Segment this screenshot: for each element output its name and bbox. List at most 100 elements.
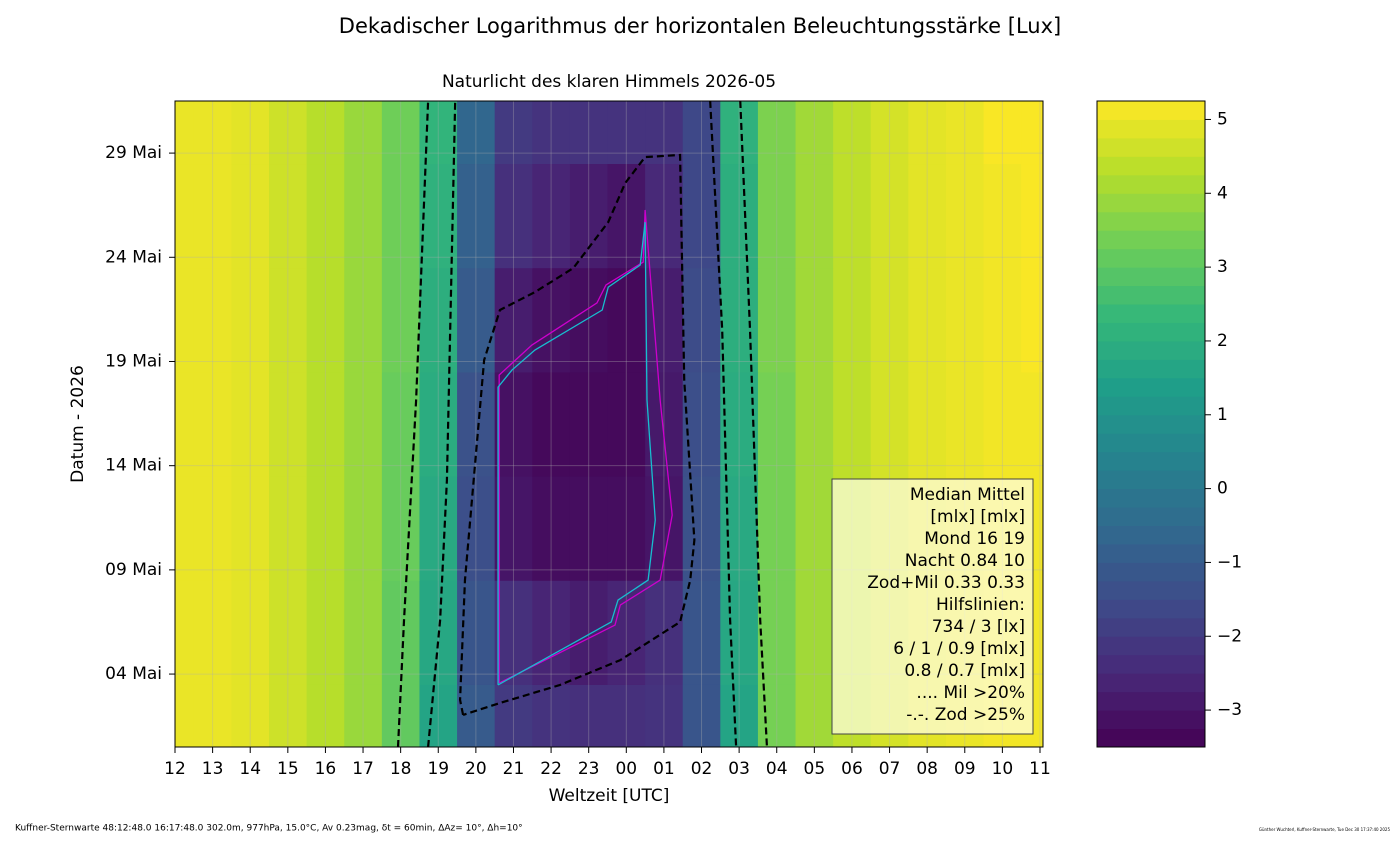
contour-cell bbox=[569, 476, 608, 581]
contour-cell bbox=[833, 101, 872, 165]
contour-line bbox=[458, 153, 696, 716]
contour-cell bbox=[532, 101, 571, 165]
contour-cell bbox=[870, 163, 909, 269]
contour-cell bbox=[532, 267, 571, 373]
colorbar-band bbox=[1097, 211, 1205, 231]
colorbar-band bbox=[1097, 340, 1205, 360]
colorbar-band bbox=[1097, 691, 1205, 711]
contour-cell bbox=[457, 163, 496, 269]
contour-cell bbox=[607, 101, 646, 165]
x-tick-label: 20 bbox=[465, 759, 487, 779]
contour-line bbox=[498, 209, 673, 684]
colorbar-tick-label: 4 bbox=[1217, 183, 1228, 203]
colorbar-band bbox=[1097, 654, 1205, 674]
contour-cell bbox=[532, 580, 571, 685]
colorbar-band bbox=[1097, 580, 1205, 600]
contour-cell bbox=[269, 267, 308, 373]
colorbar-band bbox=[1097, 599, 1205, 619]
contour-cell bbox=[306, 476, 345, 581]
colorbar-band bbox=[1097, 673, 1205, 693]
contour-line bbox=[497, 221, 656, 686]
contour-cell bbox=[607, 371, 646, 477]
contour-cell bbox=[344, 267, 383, 373]
legend-text: 6 / 1 / 0.9 [mlx] bbox=[893, 639, 1025, 659]
contour-line bbox=[739, 101, 769, 747]
contour-cell bbox=[306, 163, 345, 269]
contour-cell bbox=[945, 163, 985, 269]
contour-cell bbox=[908, 163, 947, 269]
contour-cell bbox=[908, 267, 947, 373]
y-tick-label: 24 Mai bbox=[105, 247, 162, 267]
y-tick-label: 04 Mai bbox=[105, 664, 162, 684]
legend-text: -.-. Zod >25% bbox=[906, 705, 1025, 725]
contour-cell bbox=[682, 267, 721, 373]
colorbar-band bbox=[1097, 488, 1205, 508]
colorbar-band bbox=[1097, 507, 1205, 527]
colorbar-band bbox=[1097, 377, 1205, 397]
x-tick-label: 03 bbox=[728, 759, 750, 779]
contour-cell bbox=[306, 101, 345, 165]
y-tick-label: 19 Mai bbox=[105, 351, 162, 371]
credit: Günther Wuchterl, Kuffner-Sternwarte, Tu… bbox=[1259, 827, 1391, 832]
axes: 12 13 14 15 16 17 18 19 20 21 22 23 00 01 02 03 04 05 06 07… bbox=[105, 143, 1051, 779]
contour-cell bbox=[569, 371, 608, 477]
contour-cell bbox=[344, 101, 383, 165]
colorbar-band bbox=[1097, 119, 1205, 139]
contour-cell bbox=[193, 371, 232, 477]
contour-line bbox=[427, 101, 457, 747]
contour-cell bbox=[1021, 101, 1043, 165]
contour-cell bbox=[908, 371, 947, 477]
colorbar-band bbox=[1097, 359, 1205, 379]
contour-cell bbox=[1021, 163, 1043, 269]
contour-cell bbox=[381, 684, 420, 747]
colorbar-band bbox=[1097, 414, 1205, 434]
contour-cell bbox=[645, 476, 684, 581]
contour-cell bbox=[419, 371, 458, 477]
contour-cell bbox=[494, 101, 533, 165]
contour-cell bbox=[269, 371, 308, 477]
y-tick-label: 09 Mai bbox=[105, 560, 162, 580]
contour-cell bbox=[607, 267, 646, 373]
contour-cell bbox=[494, 476, 533, 581]
colorbar-band bbox=[1097, 267, 1205, 287]
contour-cell bbox=[795, 267, 834, 373]
x-tick-label: 13 bbox=[202, 759, 224, 779]
contour-cell bbox=[720, 684, 759, 747]
colorbar-tick-label: −3 bbox=[1217, 700, 1242, 720]
colorbar-band bbox=[1097, 451, 1205, 471]
contour-cell bbox=[494, 580, 533, 685]
contour-cell bbox=[269, 163, 308, 269]
contour-line bbox=[709, 101, 738, 747]
contour-cell bbox=[193, 163, 232, 269]
contour-cell bbox=[494, 267, 533, 373]
contour-cell bbox=[645, 684, 684, 747]
contour-cell bbox=[269, 580, 308, 685]
y-tick-label: 29 Mai bbox=[105, 143, 162, 163]
contour-cell bbox=[569, 267, 608, 373]
contour-cell bbox=[1021, 267, 1043, 373]
x-tick-label: 09 bbox=[954, 759, 976, 779]
contour-cell bbox=[795, 101, 834, 165]
colorbar-band bbox=[1097, 562, 1205, 582]
contour-cell bbox=[193, 101, 232, 165]
x-tick-label: 06 bbox=[841, 759, 863, 779]
x-tick-label: 01 bbox=[653, 759, 675, 779]
contour-cell bbox=[795, 163, 834, 269]
contour-cell bbox=[795, 476, 834, 581]
colorbar-band bbox=[1097, 156, 1205, 176]
contour-cell bbox=[344, 371, 383, 477]
contour-cell bbox=[682, 101, 721, 165]
contour-cell bbox=[569, 101, 608, 165]
contour-cell bbox=[344, 684, 383, 747]
x-axis-label: Weltzeit [UTC] bbox=[549, 786, 670, 806]
contour-lines bbox=[396, 101, 769, 747]
colorbar-tick-label: 3 bbox=[1217, 257, 1228, 277]
plot-frame bbox=[174, 100, 1044, 748]
colorbar-band bbox=[1097, 617, 1205, 637]
colorbar-band bbox=[1097, 193, 1205, 213]
colorbar-band bbox=[1097, 230, 1205, 250]
contour-cell bbox=[1021, 371, 1043, 477]
contour-cell bbox=[175, 580, 195, 685]
legend-text: Hilfslinien: bbox=[936, 595, 1025, 615]
